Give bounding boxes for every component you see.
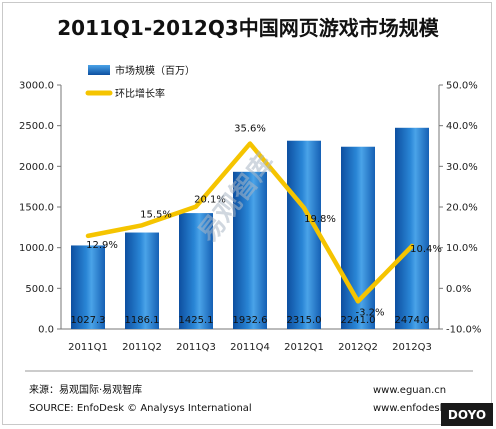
- x-tick-label: 2011Q1: [68, 342, 108, 353]
- axes: 0.0 500.0 1000.0 1500.0 2000.0 2500.0 3000.0 -1…: [19, 81, 481, 354]
- bar-value-label: 1932.6: [233, 315, 268, 326]
- footer-source-cn: 来源：易观国际·易观智库: [29, 383, 142, 396]
- x-tick-label: 2011Q4: [230, 342, 270, 353]
- bar: [233, 171, 267, 329]
- bar: [125, 232, 159, 329]
- line-value-label: -3.2%: [355, 307, 384, 318]
- legend-label-bar: 市场规模（百万）: [115, 64, 195, 77]
- x-tick-label: 2012Q1: [284, 342, 324, 353]
- bar-value-label: 1425.1: [179, 315, 214, 326]
- chart-frame: 2011Q1-2012Q3中国网页游戏市场规模 0.0 500.0 1000.0 15…: [2, 2, 493, 426]
- bar-value-label: 2241.0: [341, 315, 376, 326]
- footer-source-en: SOURCE: EnfoDesk © Analysys Internationa…: [29, 403, 252, 414]
- legend: 市场规模（百万） 环比增长率: [85, 64, 195, 100]
- y-right-tick-label: 20.0%: [446, 203, 478, 214]
- y-left-tick-label: 500.0: [25, 284, 54, 295]
- legend-swatch-bar: [88, 65, 110, 75]
- corner-logo-bg: [441, 403, 493, 426]
- line-value-label: 35.6%: [234, 124, 266, 135]
- bar-value-label: 2474.0: [395, 315, 430, 326]
- bar: [71, 245, 105, 329]
- y-right-tick-label: -10.0%: [446, 325, 481, 336]
- line-series: [85, 141, 415, 304]
- line-value-label: 12.9%: [86, 240, 118, 251]
- corner-logo-text: DOYO: [448, 408, 486, 422]
- bar-value-label: 2315.0: [287, 315, 322, 326]
- bar: [179, 213, 213, 329]
- x-tick-label: 2012Q2: [338, 342, 378, 353]
- y-left-tick-label: 1500.0: [19, 203, 54, 214]
- y-right-tick-label: 30.0%: [446, 162, 478, 173]
- x-tick-label: 2011Q2: [122, 342, 162, 353]
- y-right-tick-label: 0.0%: [446, 284, 471, 295]
- footer-url-2: www.enfodesk.com: [373, 403, 470, 414]
- y-left-tick-label: 1000.0: [19, 243, 54, 254]
- line-value-label: 10.4%: [410, 244, 442, 255]
- y-right-tick-label: 50.0%: [446, 81, 478, 92]
- corner-logo: DOYO: [441, 403, 493, 426]
- y-left-tick-label: 3000.0: [19, 81, 54, 92]
- y-left-tick-label: 0.0: [38, 325, 54, 336]
- bar: [287, 140, 321, 329]
- chart-canvas: 2011Q1-2012Q3中国网页游戏市场规模 0.0 500.0 1000.0 15…: [19, 16, 493, 426]
- bar-value-label: 1027.3: [71, 315, 106, 326]
- y-right-tick-label: 10.0%: [446, 243, 478, 254]
- line-value-label: 19.8%: [304, 214, 336, 225]
- data-labels: 1027.3 1186.1 1425.1 1932.6 2315.0 2241.0 2474…: [71, 124, 442, 326]
- x-tick-label: 2012Q3: [392, 342, 432, 353]
- bar-value-label: 1186.1: [125, 315, 160, 326]
- footer-url-1: www.eguan.cn: [373, 385, 446, 396]
- x-tick-label: 2011Q3: [176, 342, 216, 353]
- bar: [395, 127, 429, 329]
- line-value-label: 15.5%: [140, 209, 172, 220]
- legend-label-line: 环比增长率: [115, 87, 165, 100]
- line-value-label: 20.1%: [194, 195, 226, 206]
- y-left-tick-label: 2500.0: [19, 121, 54, 132]
- growth-rate-line: [85, 141, 415, 304]
- y-left-tick-label: 2000.0: [19, 162, 54, 173]
- y-right-tick-label: 40.0%: [446, 121, 478, 132]
- chart-title: 2011Q1-2012Q3中国网页游戏市场规模: [57, 16, 439, 40]
